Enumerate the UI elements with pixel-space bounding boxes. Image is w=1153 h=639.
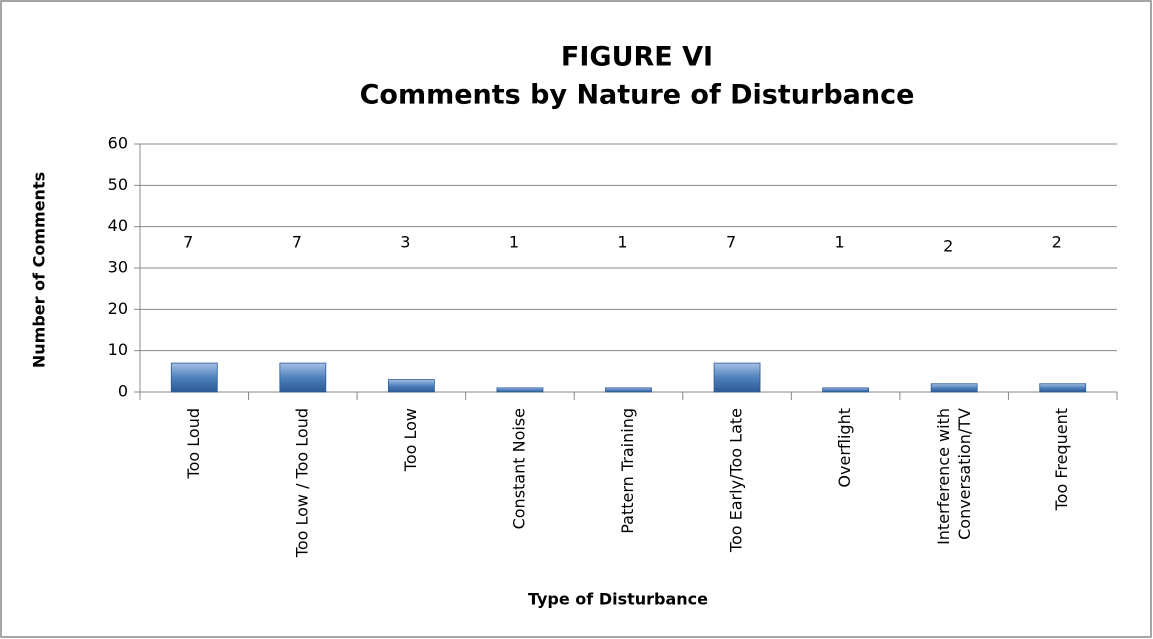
y-axis-title: Number of Comments	[30, 172, 49, 368]
bar	[1039, 383, 1087, 393]
y-tick-label: 0	[118, 382, 128, 401]
data-label: 7	[183, 233, 193, 252]
data-label: 2	[1052, 233, 1062, 252]
bar	[930, 383, 978, 393]
data-label: 7	[726, 233, 736, 252]
chart-title: FIGURE VI	[561, 42, 713, 73]
data-label: 1	[835, 233, 845, 252]
x-tick-label: Too Loud	[184, 408, 203, 479]
bar	[822, 387, 870, 393]
x-tick-label: Too Frequent	[1052, 408, 1071, 511]
x-tick-label: Too Early/Too Late	[727, 408, 746, 553]
y-tick-label: 30	[108, 258, 128, 277]
x-tick-label: Overflight	[835, 408, 854, 488]
bar	[279, 362, 327, 393]
data-label: 1	[509, 233, 519, 252]
x-axis-title: Type of Disturbance	[528, 590, 708, 609]
y-tick-label: 40	[108, 216, 128, 235]
x-tick-label: Too Low / Too Loud	[292, 408, 311, 558]
data-label: 7	[292, 233, 302, 252]
bar	[387, 379, 435, 393]
bar	[496, 387, 544, 393]
y-tick-label: 20	[108, 299, 128, 318]
data-label: 2	[943, 237, 953, 256]
x-tick-label: Interference with Conversation/TV	[934, 408, 974, 545]
bar	[170, 362, 218, 393]
bar	[713, 362, 761, 393]
data-label: 3	[400, 233, 410, 252]
x-tick-label: Pattern Training	[618, 408, 637, 534]
chart-subtitle: Comments by Nature of Disturbance	[360, 80, 915, 111]
x-tick-label: Too Low	[401, 408, 420, 472]
x-tick-label: Constant Noise	[509, 408, 528, 529]
y-tick-label: 10	[108, 340, 128, 359]
y-tick-label: 60	[108, 134, 128, 153]
y-tick-label: 50	[108, 175, 128, 194]
data-label: 1	[617, 233, 627, 252]
bar	[605, 387, 652, 393]
